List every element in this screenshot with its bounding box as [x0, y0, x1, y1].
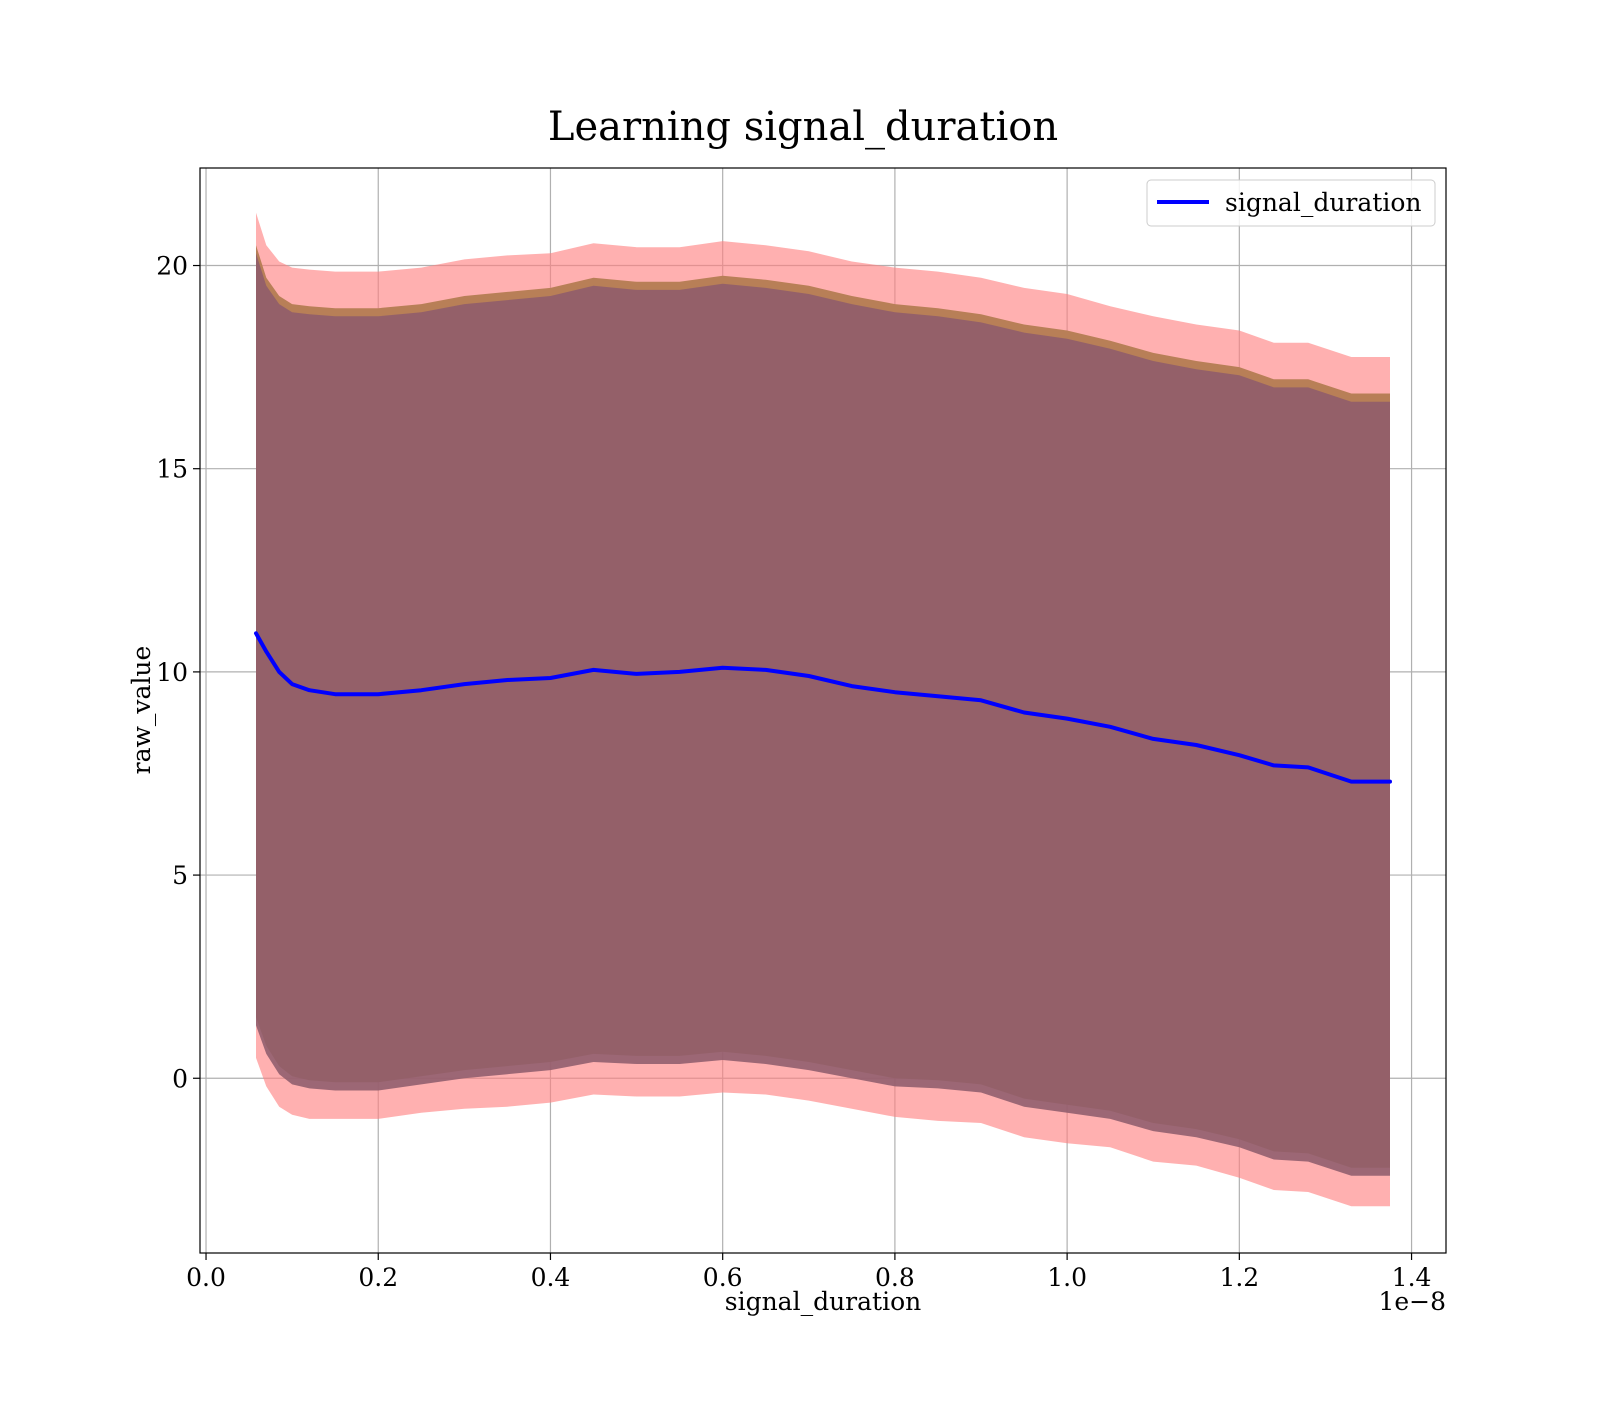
y-ticks: 0 5 10 15 20 [156, 252, 200, 1093]
x-ticks: 0.0 0.2 0.4 0.6 0.8 1.0 1.2 1.4 [186, 1253, 1431, 1292]
legend-box [1146, 179, 1436, 227]
series-lines [254, 631, 1392, 784]
y-tick-label: 10 [156, 658, 188, 687]
legend-label: signal_duration [1225, 188, 1421, 217]
y-tick-label: 5 [172, 861, 188, 890]
x-axis-offset-text: 1e−8 [1378, 1287, 1446, 1316]
confidence-bands [256, 212, 1390, 1207]
series-line [254, 631, 1392, 784]
band-inner [256, 253, 1390, 1176]
x-tick-label: 0.4 [531, 1263, 571, 1292]
y-tick-label: 15 [156, 455, 188, 484]
x-tick-label: 1.0 [1047, 1263, 1087, 1292]
plot-frame [199, 167, 1447, 1254]
y-tick-label: 20 [156, 252, 188, 281]
x-tick-label: 0.2 [358, 1263, 398, 1292]
y-tick-label: 0 [172, 1064, 188, 1093]
x-axis-label: signal_duration [725, 1287, 921, 1316]
x-tick-label: 1.2 [1219, 1263, 1259, 1292]
x-tick-label: 0.0 [186, 1263, 226, 1292]
chart-title: Learning signal_duration [548, 104, 1058, 150]
x-tick-label: 1.4 [1392, 1263, 1432, 1292]
x-tick-label: 0.6 [703, 1263, 743, 1292]
y-axis-label: raw_value [127, 646, 156, 775]
legend: signal_duration [1146, 179, 1436, 227]
x-tick-label: 0.8 [875, 1263, 915, 1292]
